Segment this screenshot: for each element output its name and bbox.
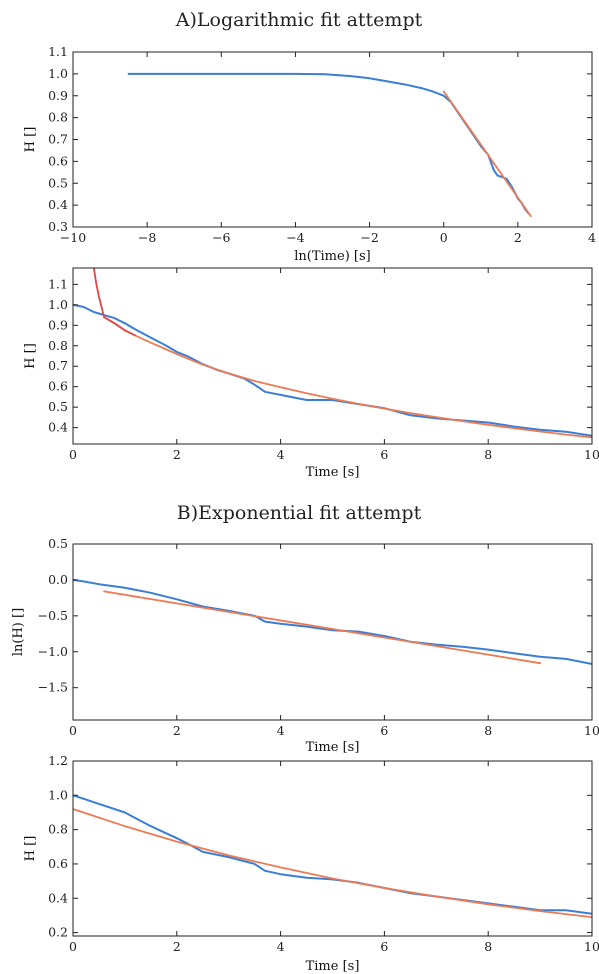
y-axis-label: ln(H) [] — [11, 608, 26, 656]
x-tick-label: 0 — [69, 939, 77, 954]
y-axis-label: H [] — [23, 836, 38, 862]
y-tick-label: 0.9 — [48, 317, 68, 332]
chart-exp-fit-lnh: 0 2 4 6 8 10 −1.5 −1.0 −0.5 0.0 0.5 Time [s] ln(H) [… — [11, 536, 599, 755]
y-tick-label: 0.4 — [48, 420, 68, 435]
y-tick-label: 1.1 — [48, 44, 68, 59]
x-tick-label: 2 — [173, 723, 181, 738]
x-tick-label: 6 — [380, 939, 388, 954]
y-tick-label: 0.7 — [48, 132, 68, 147]
x-tick-label: 2 — [514, 230, 522, 245]
section-title-exponential: B)Exponential fit attempt — [177, 502, 422, 524]
x-tick-label: 10 — [584, 939, 599, 954]
x-tick-label: 10 — [584, 447, 599, 462]
y-tick-label: 0.4 — [48, 197, 68, 212]
series-data-line — [127, 72, 530, 215]
y-tick-label: 0.6 — [48, 379, 68, 394]
series-fit-line — [103, 590, 541, 665]
x-tick-label: −10 — [60, 230, 86, 245]
x-axis-label: Time [s] — [306, 740, 360, 755]
y-tick-label: 0.2 — [48, 925, 68, 940]
y-tick-label: 0.7 — [48, 358, 68, 373]
chart-exp-fit-h: 0 2 4 6 8 10 0.2 0.4 0.6 0.8 1.0 1.2 Time [s] H [] — [23, 753, 599, 974]
x-tick-label: 8 — [484, 939, 492, 954]
x-tick-label: −4 — [286, 230, 304, 245]
y-tick-label: −1.5 — [38, 680, 68, 695]
y-tick-label: 1.0 — [48, 297, 68, 312]
y-tick-label: 0.8 — [48, 822, 68, 837]
y-tick-label: 0.5 — [48, 536, 68, 551]
series-fit-line — [103, 316, 592, 439]
y-tick-label: 0.6 — [48, 153, 68, 168]
x-tick-label: 10 — [584, 723, 599, 738]
series-fit-line — [73, 808, 592, 918]
series-data-line — [73, 303, 592, 437]
y-tick-label: −0.5 — [38, 608, 68, 623]
y-tick-label: 1.0 — [48, 787, 68, 802]
x-axis-label: Time [s] — [306, 465, 360, 480]
plot-frame — [72, 51, 593, 228]
series-data-line — [73, 578, 592, 665]
plot-frame — [72, 267, 593, 445]
x-tick-label: −8 — [138, 230, 156, 245]
x-tick-label: 2 — [173, 939, 181, 954]
series-fit-extension-line — [92, 268, 137, 337]
y-tick-label: 1.1 — [48, 276, 68, 291]
x-tick-label: 6 — [380, 723, 388, 738]
x-tick-label: −6 — [212, 230, 230, 245]
y-tick-label: −1.0 — [38, 644, 68, 659]
plot-frame — [72, 543, 593, 721]
section-title-logarithmic: A)Logarithmic fit attempt — [175, 9, 423, 31]
x-tick-label: 0 — [440, 230, 448, 245]
y-tick-label: 0.8 — [48, 110, 68, 125]
x-axis-label: ln(Time) [s] — [294, 249, 370, 264]
y-tick-label: 1.2 — [48, 753, 68, 768]
x-axis-label: Time [s] — [306, 959, 360, 974]
chart-log-fit-time: 0 2 4 6 8 10 0.4 0.5 0.6 0.7 0.8 0.9 1.0 1.1 Time [s] H… — [23, 267, 599, 480]
x-tick-label: 4 — [277, 447, 285, 462]
y-tick-label: 0.3 — [48, 219, 68, 234]
series-fit-line — [442, 90, 532, 218]
x-tick-label: 2 — [173, 447, 181, 462]
x-tick-label: 8 — [484, 447, 492, 462]
series-data-line — [73, 794, 592, 915]
y-tick-label: 0.5 — [48, 399, 68, 414]
y-tick-label: 0.0 — [48, 572, 68, 587]
y-axis-label: H [] — [23, 127, 38, 153]
y-tick-label: 0.6 — [48, 856, 68, 871]
y-tick-label: 1.0 — [48, 66, 68, 81]
y-tick-label: 0.5 — [48, 175, 68, 190]
x-tick-label: −2 — [360, 230, 378, 245]
x-tick-label: 4 — [277, 939, 285, 954]
y-tick-label: 0.4 — [48, 890, 68, 905]
chart-log-fit-lntime: −10 −8 −6 −4 −2 0 2 4 0.3 0.4 0.5 0.6 0.7 0.8 0.9 1.0 1.… — [23, 44, 596, 264]
y-tick-label: 0.8 — [48, 338, 68, 353]
x-tick-label: 6 — [380, 447, 388, 462]
x-tick-label: 4 — [277, 723, 285, 738]
x-tick-label: 0 — [69, 723, 77, 738]
plot-frame — [72, 760, 593, 937]
x-tick-label: 4 — [588, 230, 596, 245]
x-tick-label: 8 — [484, 723, 492, 738]
x-tick-label: 0 — [69, 447, 77, 462]
y-tick-label: 0.9 — [48, 88, 68, 103]
y-axis-label: H [] — [23, 343, 38, 369]
